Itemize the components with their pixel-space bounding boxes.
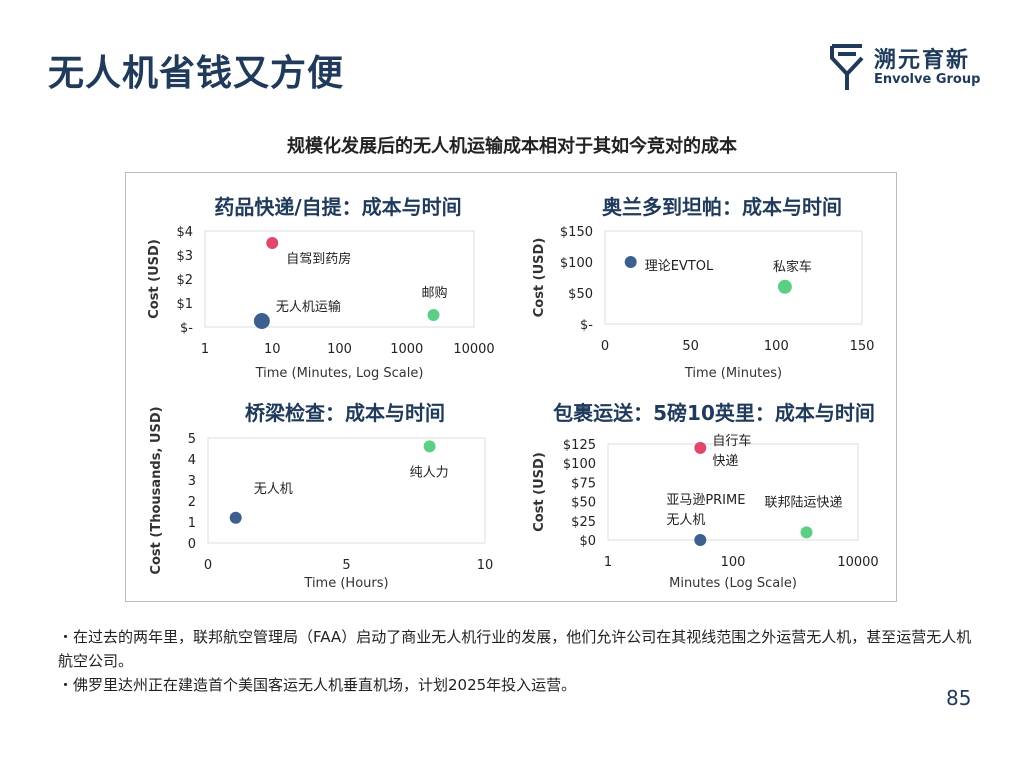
x-axis-label: Time (Minutes, Log Scale) xyxy=(255,366,424,381)
x-tick-label: 10 xyxy=(264,342,281,357)
bullet-item: ・佛罗里达州正在建造首个美国客运无人机垂直机场，计划2025年投入运营。 xyxy=(58,676,577,694)
chart-title: 药品快递/自提：成本与时间 xyxy=(214,195,461,219)
data-point xyxy=(266,237,279,249)
data-point xyxy=(423,440,436,453)
plot-area xyxy=(604,230,863,325)
logo-icon xyxy=(830,44,864,90)
page-title: 无人机省钱又方便 xyxy=(48,53,345,94)
chart-2: 奥兰多到坦帕：成本与时间 0 50 100 150 $- $50 $100 $150 Time (… xyxy=(532,195,874,381)
x-axis-label: Time (Hours) xyxy=(303,576,388,591)
y-tick-label: $4 xyxy=(176,225,193,240)
point-label: 私家车 xyxy=(773,259,812,275)
chart-title: 包裹运送：5磅10英里：成本与时间 xyxy=(553,401,875,425)
bullet-list: ・在过去的两年里，联邦航空管理局（FAA）启动了商业无人机行业的发展，他们允许公… xyxy=(58,625,978,697)
x-tick-label: 100 xyxy=(327,342,352,357)
point-label: 无人机 xyxy=(666,513,705,528)
bullet-item: ・在过去的两年里，联邦航空管理局（FAA）启动了商业无人机行业的发展，他们允许公… xyxy=(58,628,972,670)
x-axis-label: Time (Minutes) xyxy=(684,366,782,381)
y-tick-label: $1 xyxy=(176,297,193,312)
y-tick-label: $150 xyxy=(560,225,593,240)
chart-title: 奥兰多到坦帕：成本与时间 xyxy=(602,195,842,219)
point-label: 无人机运输 xyxy=(276,299,341,315)
x-tick-label: 10 xyxy=(477,558,494,573)
y-tick-label: 2 xyxy=(188,495,196,510)
point-label: 理论EVTOL xyxy=(645,259,714,274)
y-tick-label: $75 xyxy=(571,476,596,491)
y-tick-label: 5 xyxy=(188,432,196,447)
y-tick-label: $25 xyxy=(571,515,596,530)
plot-area xyxy=(207,437,486,544)
y-axis-label: Cost (USD) xyxy=(532,238,547,318)
plot-area xyxy=(607,443,859,541)
y-tick-label: 0 xyxy=(188,537,196,552)
chart-group-subtitle: 规模化发展后的无人机运输成本相对于其如今竞对的成本 xyxy=(287,136,737,157)
data-point xyxy=(800,526,813,539)
x-tick-label: 1 xyxy=(604,555,612,570)
point-label-box: 自行车快递 xyxy=(712,433,752,469)
charts-panel xyxy=(125,172,897,602)
point-label: 邮购 xyxy=(422,285,448,301)
logo: 溯元育新 Envolve Group xyxy=(830,44,980,92)
point-label: 纯人力 xyxy=(410,465,449,480)
data-point xyxy=(229,511,242,524)
y-tick-label: $50 xyxy=(568,287,593,302)
data-point xyxy=(777,279,792,294)
x-tick-label: 100 xyxy=(721,555,746,570)
x-tick-label: 1 xyxy=(201,342,209,357)
y-tick-label: 3 xyxy=(188,474,196,489)
data-point xyxy=(694,441,707,454)
y-axis-label: Cost (USD) xyxy=(532,452,547,532)
y-tick-label: $100 xyxy=(563,457,596,472)
x-axis-label: Minutes (Log Scale) xyxy=(669,576,797,591)
y-tick-label: $3 xyxy=(176,249,193,264)
logo-name-en: Envolve Group xyxy=(874,71,981,87)
x-tick-label: 5 xyxy=(342,558,350,573)
y-tick-label: $- xyxy=(180,321,193,336)
y-axis-label: Cost (USD) xyxy=(147,239,162,319)
y-tick-label: 4 xyxy=(188,453,196,468)
y-tick-label: $100 xyxy=(560,256,593,271)
x-tick-label: 1000 xyxy=(390,342,423,357)
x-tick-label: 0 xyxy=(204,558,212,573)
x-tick-label: 100 xyxy=(764,339,789,354)
y-tick-label: $0 xyxy=(579,534,596,549)
chart-4: 包裹运送：5磅10英里：成本与时间 1 100 10000 $0 $25 $50 $75 $10… xyxy=(532,401,879,591)
data-point xyxy=(427,309,440,321)
y-axis-label: Cost (Thousands, USD) xyxy=(149,406,164,574)
chart-title: 桥梁检查：成本与时间 xyxy=(245,401,445,425)
page-number: 85 xyxy=(946,686,972,710)
point-label: 自驾到药房 xyxy=(286,251,351,267)
point-label: 自行车快递 xyxy=(712,433,752,469)
y-tick-label: $2 xyxy=(176,273,193,288)
point-label: 亚马逊PRIME xyxy=(666,493,745,508)
x-tick-label: 10000 xyxy=(837,555,878,570)
data-point xyxy=(694,534,707,546)
x-tick-label: 50 xyxy=(682,339,699,354)
data-point xyxy=(253,313,270,329)
x-tick-label: 10000 xyxy=(453,342,494,357)
point-label: 无人机 xyxy=(254,482,293,497)
logo-name-cn: 溯元育新 xyxy=(874,47,971,73)
point-label: 联邦陆运快递 xyxy=(765,494,843,510)
y-tick-label: $50 xyxy=(571,496,596,511)
x-tick-label: 0 xyxy=(601,339,609,354)
x-tick-label: 150 xyxy=(850,339,875,354)
y-tick-label: $125 xyxy=(563,438,596,453)
chart-3: 桥梁检查：成本与时间 0 5 10 0 1 2 3 4 5 Time (Hours) Cost (Th… xyxy=(149,401,493,591)
data-point xyxy=(624,256,637,268)
plot-area xyxy=(204,230,475,328)
chart-1: 药品快递/自提：成本与时间 1 10 100 1000 10000 $- $1 $2 $3 $4 Ti… xyxy=(147,195,495,381)
y-tick-label: 1 xyxy=(188,516,196,531)
y-tick-label: $- xyxy=(580,318,593,333)
